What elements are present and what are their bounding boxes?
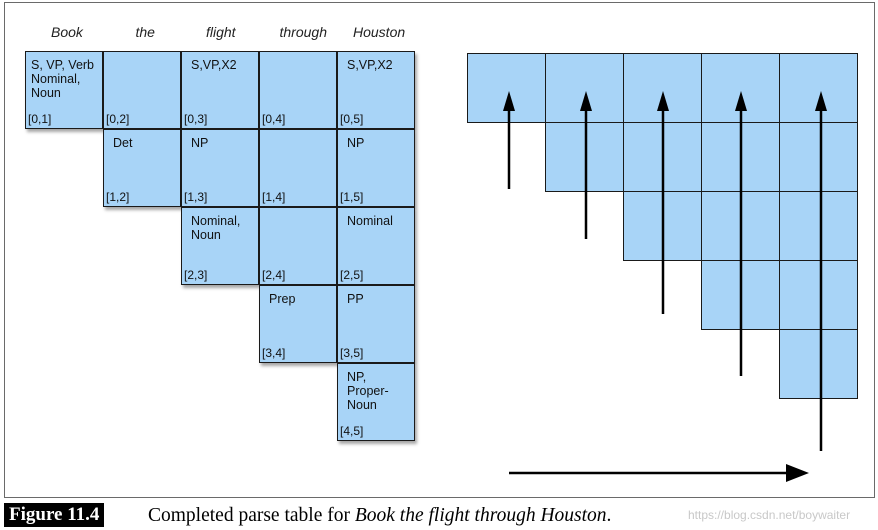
table-cell: PP [3,5] — [337, 285, 415, 363]
figure-label: Figure 11.4 — [4, 503, 105, 527]
arrowhead-3 — [657, 91, 669, 111]
table-cell: Prep [3,4] — [259, 285, 337, 363]
grid-cell — [545, 122, 624, 192]
grid-cell — [779, 191, 858, 261]
table-cell: Nominal, Noun [2,3] — [181, 207, 259, 285]
watermark: https://blog.csdn.net/boywaiter — [688, 508, 851, 522]
cell-label: S, VP, Verb Nominal, Noun — [31, 58, 95, 100]
table-cell: S, VP, Verb Nominal, Noun [0,1] — [25, 51, 103, 129]
cell-label: Nominal — [347, 214, 393, 228]
cell-label: PP — [347, 292, 364, 306]
cell-label: NP — [347, 136, 365, 150]
cell-span: [2,3] — [184, 268, 208, 282]
figure-caption: Figure 11.4 Completed parse table for Bo… — [0, 500, 878, 530]
table-cell: NP, Proper- Noun [4,5] — [337, 363, 415, 441]
cell-label: NP, Proper- Noun — [347, 370, 389, 412]
table-cell: [2,4] — [259, 207, 337, 285]
figure-frame: Book the flight through Houston S, VP, Verb … — [4, 2, 875, 498]
cell-span: [2,4] — [262, 268, 286, 282]
cell-span: [1,2] — [106, 190, 130, 204]
cell-span: [1,3] — [184, 190, 208, 204]
cell-span: [2,5] — [340, 268, 364, 282]
grid-cell — [779, 329, 858, 399]
word-book: Book — [51, 24, 83, 40]
arrowhead-4 — [735, 91, 747, 111]
cell-span: [1,5] — [340, 190, 364, 204]
cell-label: S,VP,X2 — [191, 58, 237, 72]
word-through: through — [279, 24, 327, 40]
caption-text: Completed parse table for Book the fligh… — [148, 505, 612, 526]
cell-span: [4,5] — [340, 424, 364, 438]
arrowhead-1 — [503, 91, 515, 111]
cell-label: Det — [113, 136, 133, 150]
table-cell: NP [1,3] — [181, 129, 259, 207]
horizontal-arrowhead — [786, 464, 809, 482]
grid-cell — [467, 53, 546, 123]
cell-span: [3,5] — [340, 346, 364, 360]
cell-span: [0,5] — [340, 112, 364, 126]
arrowhead-2 — [580, 91, 592, 111]
grid-cell — [545, 53, 624, 123]
grid-cell — [779, 122, 858, 192]
table-cell: S,VP,X2 [0,3] — [181, 51, 259, 129]
arrowhead-5 — [815, 91, 827, 111]
table-cell: Nominal [2,5] — [337, 207, 415, 285]
cell-span: [0,4] — [262, 112, 286, 126]
cell-label: S,VP,X2 — [347, 58, 393, 72]
cell-span: [0,2] — [106, 112, 130, 126]
table-cell: [0,4] — [259, 51, 337, 129]
cell-span: [3,4] — [262, 346, 286, 360]
word-houston: Houston — [353, 24, 406, 40]
grid-cell — [779, 53, 858, 123]
table-cell: S,VP,X2 [0,5] — [337, 51, 415, 129]
table-cell: Det [1,2] — [103, 129, 181, 207]
cell-span: [1,4] — [262, 190, 286, 204]
word-flight: flight — [206, 24, 236, 40]
cell-label: Nominal, Noun — [191, 214, 241, 242]
table-cell: [1,4] — [259, 129, 337, 207]
fill-order-arrows — [503, 91, 827, 482]
table-cell: [0,2] — [103, 51, 181, 129]
table-cell: NP [1,5] — [337, 129, 415, 207]
grid-cell — [779, 260, 858, 330]
cell-label: Prep — [269, 292, 296, 306]
cell-span: [0,3] — [184, 112, 208, 126]
cell-label: NP — [191, 136, 209, 150]
cell-span: [0,1] — [28, 112, 52, 126]
word-the: the — [135, 24, 155, 40]
